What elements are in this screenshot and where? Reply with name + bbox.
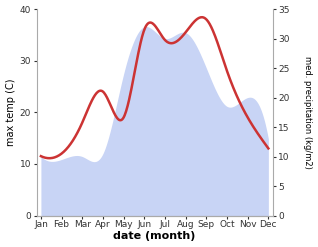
Y-axis label: med. precipitation (kg/m2): med. precipitation (kg/m2) — [303, 56, 313, 169]
X-axis label: date (month): date (month) — [114, 231, 196, 242]
Y-axis label: max temp (C): max temp (C) — [5, 79, 16, 146]
